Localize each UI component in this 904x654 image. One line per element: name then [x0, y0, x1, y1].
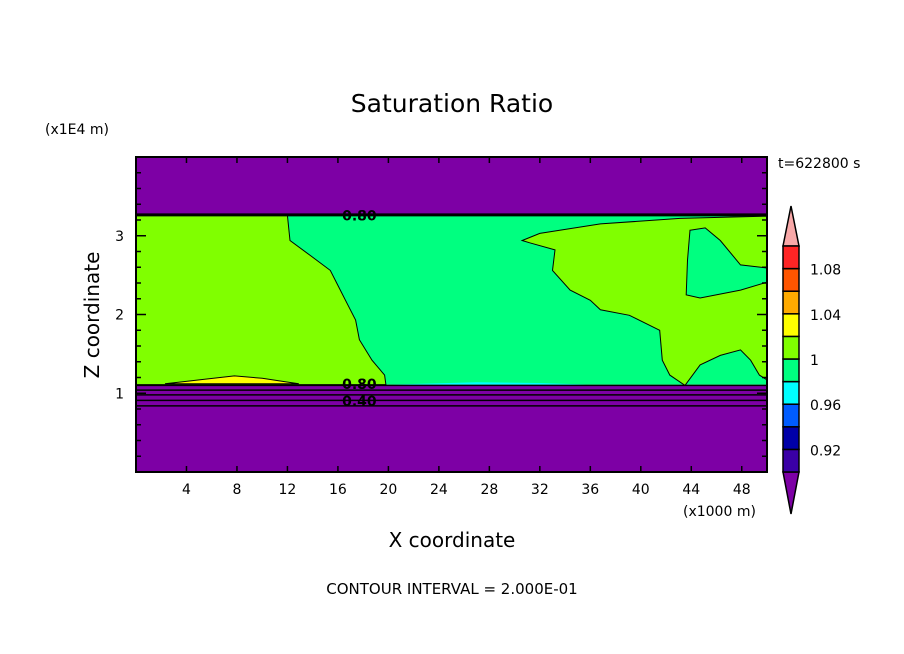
x-tick-label: 12: [279, 482, 297, 498]
colorbar-label: 1.04: [810, 308, 841, 324]
y-tick-label: 1: [115, 386, 124, 402]
contour-interval-footer: CONTOUR INTERVAL = 2.000E-01: [326, 580, 577, 598]
region-left-supersaturated: [135, 214, 387, 386]
x-tick-label: 4: [182, 482, 191, 498]
colorbar-swatch: [782, 290, 800, 315]
colorbar-swatch: [782, 313, 800, 338]
x-tick-label: 32: [531, 482, 549, 498]
colorbar-swatch: [782, 245, 800, 270]
colorbar: 0.92 0.96 1 1.04 1.08: [782, 205, 841, 515]
x-axis-label: X coordinate: [389, 528, 516, 552]
contour-label: 0.80: [342, 208, 377, 224]
x-tick-label: 28: [480, 482, 498, 498]
x-tick-label: 40: [632, 482, 650, 498]
region-yellow-patch: [164, 375, 299, 385]
time-label: t=622800 s: [778, 156, 860, 172]
region-cyan-strip: [388, 382, 591, 385]
region-top-dry-layer: [136, 157, 767, 215]
plot-area: 0.800.800.40: [135, 156, 768, 473]
x-tick-label: 36: [581, 482, 599, 498]
colorbar-swatch: [782, 403, 800, 428]
x-tick-label: 8: [232, 482, 241, 498]
colorbar-swatch: [782, 335, 800, 360]
x-tick-label: 24: [430, 482, 448, 498]
colorbar-label: 0.96: [810, 398, 841, 414]
colorbar-label: 0.92: [810, 443, 841, 459]
x-tick-label: 16: [329, 482, 347, 498]
region-bottom-dry-layer: [136, 385, 767, 472]
colorbar-swatch: [782, 448, 800, 473]
colorbar-label: 1: [810, 353, 819, 369]
y-axis-ticks: 1 2 3: [115, 172, 767, 457]
x-tick-label: 48: [733, 482, 751, 498]
x-axis-ticks: 4 8 12 16 20 24 28 32 36 40 44 48: [182, 157, 751, 498]
x-unit-label: (x1000 m): [683, 504, 756, 520]
contour-label: 0.40: [342, 394, 377, 410]
y-axis-label: Z coordinate: [80, 252, 104, 379]
colorbar-swatch: [782, 358, 800, 383]
y-tick-label: 2: [115, 308, 124, 324]
x-tick-label: 20: [379, 482, 397, 498]
y-unit-label: (x1E4 m): [45, 122, 109, 138]
colorbar-label: 1.08: [810, 263, 841, 279]
chart-title: Saturation Ratio: [351, 89, 553, 118]
contour-label: 0.80: [342, 377, 377, 393]
y-tick-label: 3: [115, 229, 124, 245]
x-tick-label: 44: [682, 482, 700, 498]
colorbar-swatch: [782, 380, 800, 405]
colorbar-swatch: [782, 426, 800, 451]
colorbar-swatch: [782, 267, 800, 292]
